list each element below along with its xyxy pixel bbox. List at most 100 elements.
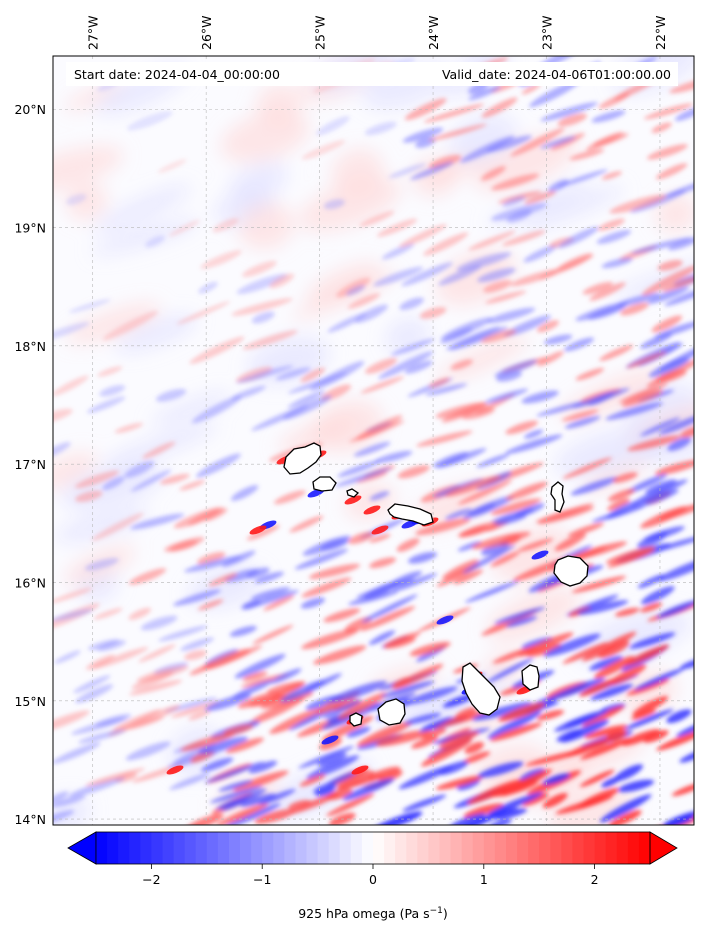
omega-wave	[477, 761, 524, 778]
island-boa-vista	[553, 555, 589, 587]
island-brava	[349, 712, 363, 727]
omega-wave	[184, 555, 242, 573]
omega-blob	[91, 218, 199, 255]
omega-wave	[464, 741, 484, 754]
omega-wave	[273, 490, 306, 505]
omega-wave	[618, 779, 655, 793]
omega-wave	[317, 752, 347, 767]
omega-wave	[599, 794, 652, 823]
omega-wave	[197, 552, 226, 565]
omega-wave	[356, 721, 413, 747]
omega-wave	[536, 710, 565, 721]
omega-wave	[298, 745, 355, 769]
omega-wave	[421, 738, 473, 767]
omega-wave	[641, 265, 694, 296]
omega-wave	[423, 232, 469, 256]
omega-wave	[459, 525, 488, 538]
omega-wave	[316, 116, 350, 136]
omega-wave	[236, 365, 294, 384]
omega-wave	[145, 235, 165, 248]
omega-wave	[75, 470, 120, 489]
omega-wave	[176, 301, 231, 325]
omega-wave	[155, 388, 187, 402]
omega-wave	[374, 450, 413, 463]
lat-tick-label: 14°N	[14, 812, 46, 827]
omega-wave	[445, 508, 472, 520]
omega-wave	[365, 358, 398, 374]
omega-wave	[392, 663, 444, 689]
omega-wave	[567, 522, 605, 537]
colorbar-band	[195, 832, 208, 864]
omega-wave	[164, 540, 198, 552]
colorbar-band	[439, 832, 452, 864]
omega-blob	[53, 145, 124, 194]
omega-wave	[201, 648, 251, 670]
omega-wave	[566, 541, 628, 561]
omega-wave	[399, 297, 424, 310]
omega-wave	[299, 774, 326, 787]
omega-wave	[601, 171, 622, 180]
omega-core	[321, 735, 339, 745]
omega-wave	[301, 140, 346, 160]
omega-wave	[142, 441, 176, 459]
omega-wave	[671, 782, 694, 797]
omega-wave	[521, 83, 541, 95]
omega-wave	[232, 679, 274, 699]
omega-wave	[480, 329, 517, 344]
colorbar-band	[306, 832, 319, 864]
omega-wave	[410, 161, 454, 180]
omega-wave	[53, 791, 69, 804]
omega-core	[351, 765, 369, 775]
colorbar-band	[262, 832, 274, 864]
omega-wave	[301, 577, 352, 598]
omega-wave	[114, 422, 144, 434]
colorbar-band	[284, 832, 297, 864]
omega-wave	[242, 671, 268, 682]
omega-wave	[130, 469, 172, 492]
omega-wave	[594, 656, 635, 679]
omega-wave	[369, 491, 390, 501]
omega-wave	[462, 545, 515, 574]
omega-wave	[398, 224, 447, 248]
omega-wave	[658, 413, 694, 435]
omega-wave	[557, 113, 588, 127]
omega-wave	[323, 199, 345, 210]
omega-wave	[630, 489, 679, 509]
omega-wave	[620, 302, 649, 316]
colorbar-band	[605, 832, 618, 864]
omega-wave	[231, 298, 293, 316]
omega-wave	[435, 402, 488, 419]
omega-wave	[529, 79, 581, 108]
omega-wave	[348, 531, 374, 545]
omega-wave	[664, 176, 694, 198]
omega-wave	[645, 479, 677, 494]
omega-blob	[238, 202, 295, 250]
omega-blob	[220, 111, 311, 163]
omega-wave	[75, 684, 114, 704]
omega-wave	[173, 589, 221, 606]
omega-core	[166, 765, 184, 775]
omega-wave	[523, 244, 558, 263]
omega-wave	[84, 557, 119, 571]
colorbar-extend-low	[67, 831, 97, 865]
omega-wave	[589, 282, 626, 301]
omega-wave	[543, 334, 573, 345]
omega-wave	[442, 559, 479, 580]
omega-wave	[240, 673, 289, 688]
omega-wave	[360, 606, 416, 632]
omega-wave	[586, 131, 624, 151]
omega-wave	[345, 285, 366, 296]
omega-wave	[404, 360, 433, 374]
omega-blob	[654, 194, 694, 234]
omega-wave	[91, 512, 144, 541]
island-sal	[550, 481, 565, 513]
omega-blob	[104, 423, 218, 467]
omega-wave	[626, 473, 668, 494]
omega-wave	[674, 106, 694, 121]
omega-wave	[289, 515, 324, 533]
omega-wave	[401, 262, 453, 287]
omega-wave	[124, 461, 155, 478]
omega-wave	[485, 290, 527, 304]
omega-wave	[579, 678, 618, 697]
omega-wave	[607, 549, 655, 568]
